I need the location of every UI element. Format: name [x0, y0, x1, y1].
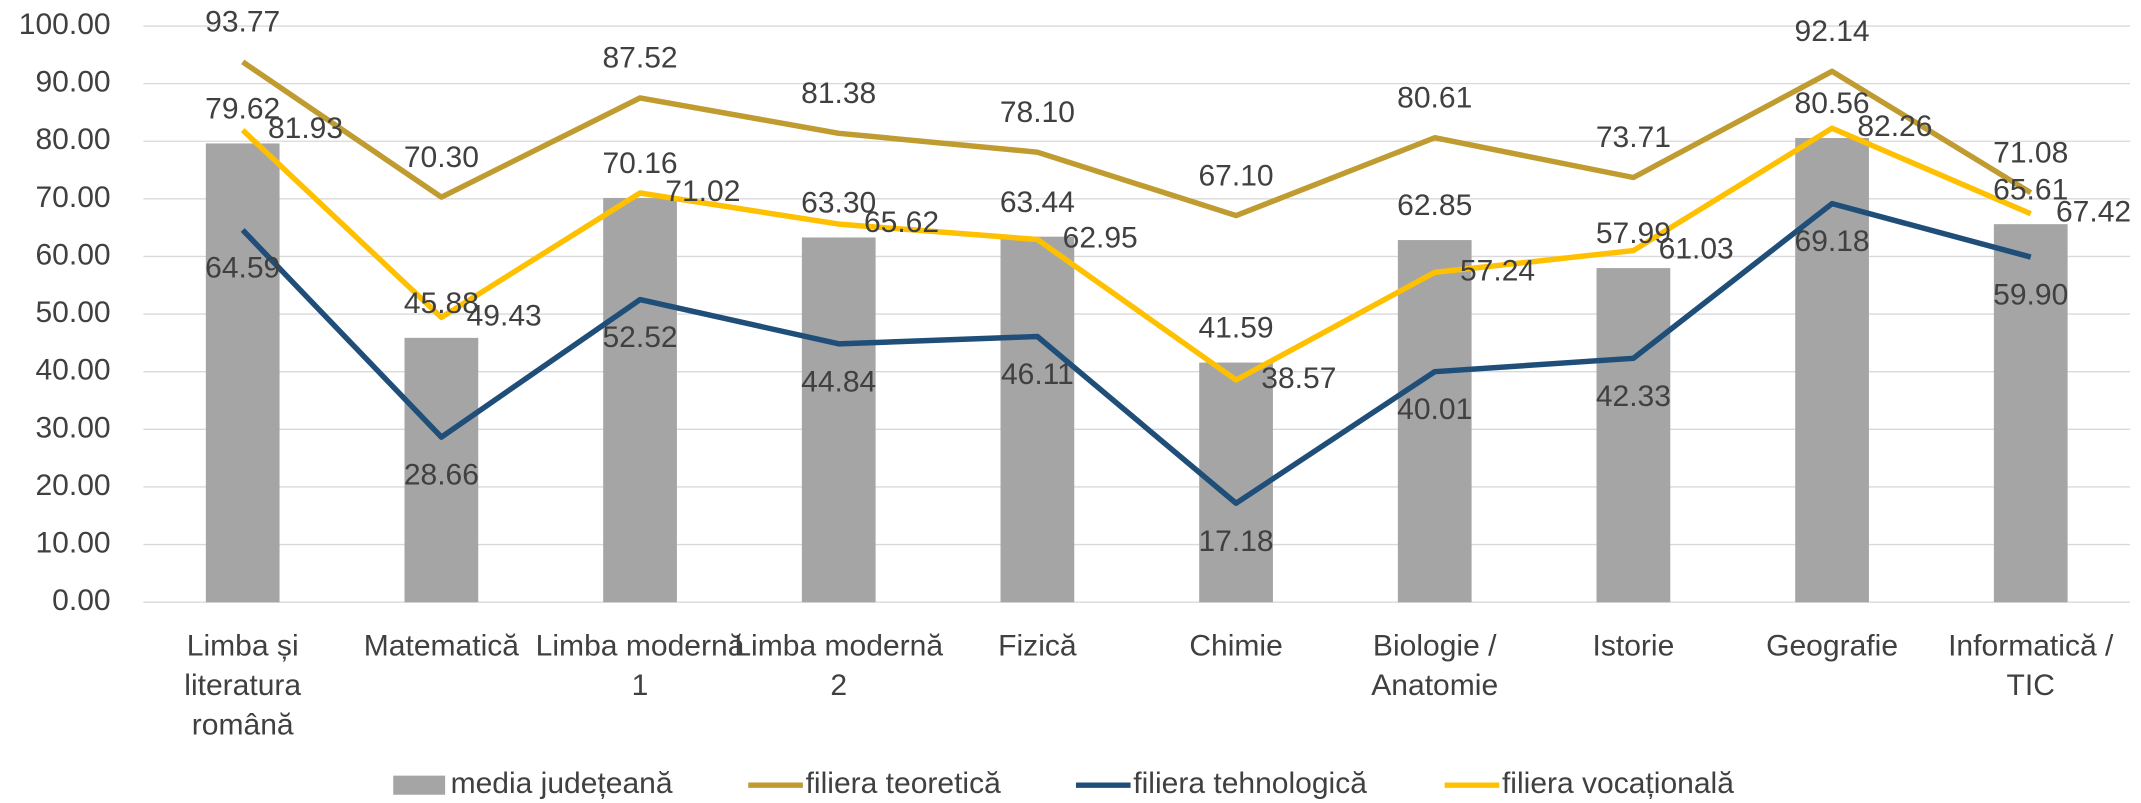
x-tick-label-box: Informatică / TIC	[1948, 628, 2114, 702]
data-label: 45.88	[404, 287, 479, 320]
data-label: 42.33	[1596, 380, 1671, 413]
data-label: 41.59	[1198, 312, 1273, 345]
bar	[404, 337, 479, 603]
legend-label: filiera tehnologică	[1133, 767, 1367, 800]
data-label: 63.44	[1000, 186, 1075, 219]
data-label: 67.42	[2056, 196, 2131, 229]
x-tick-label-box: Matematică	[363, 628, 520, 663]
data-label: 80.61	[1397, 81, 1472, 114]
line-series	[240, 125, 2032, 383]
x-tick-label: Fizică	[998, 628, 1077, 663]
y-tick-label: 50.00	[35, 296, 110, 329]
data-label: 93.77	[205, 6, 280, 39]
x-tick-label: Limba modernă 1	[535, 628, 745, 702]
bar	[1795, 138, 1869, 603]
data-label: 73.71	[1596, 121, 1671, 154]
data-label: 65.62	[864, 206, 939, 239]
x-tick-label-box: Fizică	[998, 628, 1077, 663]
legend-label: filiera vocațională	[1502, 767, 1734, 800]
bar	[1397, 240, 1472, 603]
x-tick-label: Limba și literatura română	[184, 628, 302, 742]
data-label: 64.59	[205, 252, 280, 285]
y-tick-label: 70.00	[35, 181, 110, 214]
bar	[1596, 268, 1671, 603]
data-label: 92.14	[1795, 15, 1870, 48]
x-tick-label: Biologie / Anatomie	[1371, 628, 1499, 702]
x-tick-label-box: Limba modernă 2	[734, 628, 944, 702]
x-tick-label: Limba modernă 2	[734, 628, 944, 702]
x-tick-label-box: Limba modernă 1	[535, 628, 745, 702]
y-tick-label: 100.00	[19, 8, 111, 41]
x-tick-label-box: Chimie	[1189, 628, 1283, 663]
data-label: 38.57	[1261, 362, 1336, 395]
data-label: 62.95	[1063, 221, 1138, 254]
line-series	[241, 59, 2033, 219]
bar	[801, 237, 876, 603]
y-tick-label: 90.00	[35, 66, 110, 99]
data-label: 71.08	[1993, 136, 2068, 169]
data-label: 81.93	[268, 112, 343, 145]
x-tick-label-box: Limba și literatura română	[184, 628, 302, 742]
data-label: 57.24	[1460, 254, 1535, 287]
data-label: 17.18	[1198, 525, 1273, 558]
data-label: 79.62	[205, 93, 280, 126]
y-tick-label: 10.00	[35, 527, 110, 560]
bar	[1000, 236, 1075, 603]
data-label: 71.02	[665, 175, 740, 208]
bar	[603, 197, 677, 603]
data-label: 70.30	[404, 141, 479, 174]
legend-label: filiera teoretică	[806, 767, 1001, 800]
x-tick-label-box: Biologie / Anatomie	[1371, 628, 1499, 702]
legend-label: media județeană	[451, 767, 673, 800]
bar	[205, 143, 280, 603]
bar	[1993, 224, 2068, 603]
data-label: 57.99	[1596, 217, 1671, 250]
data-label: 46.11	[1001, 358, 1074, 391]
x-tick-label: Informatică / TIC	[1948, 628, 2114, 702]
y-tick-label: 60.00	[35, 238, 110, 271]
legend-swatch	[393, 775, 446, 795]
x-tick-label: Chimie	[1189, 628, 1283, 663]
data-label: 67.10	[1198, 159, 1273, 192]
x-tick-label: Istorie	[1592, 628, 1675, 663]
x-tick-label-box: Geografie	[1766, 628, 1899, 663]
x-tick-label-box: Istorie	[1592, 628, 1675, 663]
data-label: 78.10	[1000, 96, 1075, 129]
data-label: 80.56	[1795, 87, 1870, 120]
y-tick-label: 40.00	[35, 354, 110, 387]
data-label: 69.18	[1795, 225, 1870, 258]
data-label: 40.01	[1397, 393, 1472, 426]
data-label: 28.66	[404, 459, 479, 492]
data-label: 44.84	[801, 365, 876, 398]
data-label: 81.38	[801, 77, 876, 110]
y-tick-label: 30.00	[35, 411, 110, 444]
data-label: 61.03	[1659, 232, 1734, 265]
y-tick-label: 0.00	[52, 584, 110, 617]
x-tick-label: Matematică	[363, 628, 520, 663]
data-label: 52.52	[602, 321, 677, 354]
data-label: 59.90	[1993, 279, 2068, 312]
data-label: 62.85	[1397, 189, 1472, 222]
data-label: 87.52	[602, 42, 677, 75]
line-series	[240, 200, 2032, 506]
data-label: 82.26	[1857, 110, 1932, 143]
data-label: 70.16	[602, 147, 677, 180]
y-tick-label: 20.00	[35, 469, 110, 502]
x-tick-label: Geografie	[1766, 628, 1899, 663]
data-label: 63.30	[801, 187, 876, 220]
data-label: 49.43	[467, 299, 542, 332]
y-tick-label: 80.00	[35, 123, 110, 156]
data-label: 65.61	[1993, 173, 2068, 206]
